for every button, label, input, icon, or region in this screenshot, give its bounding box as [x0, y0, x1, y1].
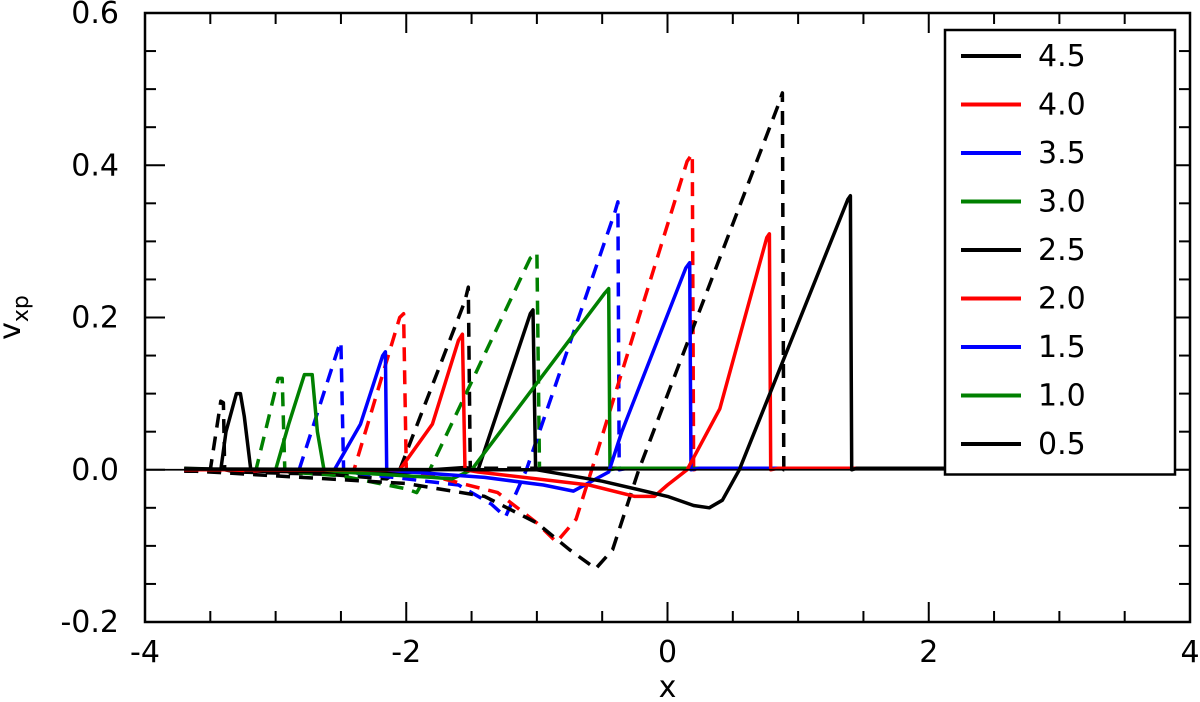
legend-label: 2.5 — [1038, 233, 1086, 268]
dashed-series-line-3 — [184, 152, 1151, 544]
dashed-series-line-0 — [184, 285, 1151, 481]
legend-entry: 4.0 — [961, 88, 1086, 123]
x-tick-label: 2 — [919, 635, 938, 670]
x-tick-label: -2 — [391, 635, 421, 670]
solid-series-line-8 — [184, 232, 1151, 499]
dashed-series-line-2 — [184, 200, 1151, 519]
solid-series-line-7 — [184, 260, 1151, 493]
legend: 4.5 4.0 3.5 3.0 2.5 2.0 1.5 1.0 0.5 — [943, 28, 1177, 476]
legend-entry: 4.5 — [961, 39, 1086, 74]
legend-label: 0.5 — [1038, 427, 1086, 462]
legend-entry: 0.5 — [961, 427, 1086, 462]
y-tick-label: 0.6 — [71, 0, 119, 31]
x-tick-label: -4 — [130, 635, 160, 670]
solid-series-line-6 — [184, 286, 1151, 481]
x-tick-label: 4 — [1180, 635, 1199, 670]
x-axis-label: x — [659, 670, 677, 702]
legend-label: 4.5 — [1038, 39, 1086, 74]
legend-label: 1.0 — [1038, 379, 1086, 414]
legend-entry: 2.0 — [961, 282, 1086, 317]
legend-entry: 2.5 — [961, 233, 1086, 268]
legend-label: 2.0 — [1038, 282, 1086, 317]
plot-frame — [143, 11, 1192, 624]
y-axis-label-main: v — [0, 322, 28, 340]
y-axis-label-subscript: xp — [9, 295, 34, 322]
y-tick-label: -0.2 — [60, 605, 119, 640]
y-axis-label: vxp — [0, 295, 34, 340]
legend-entry: 3.0 — [961, 185, 1086, 220]
legend-label: 3.5 — [1038, 136, 1086, 171]
legend-entry: 1.5 — [961, 330, 1086, 365]
legend-label: 3.0 — [1038, 185, 1086, 220]
x-tick-label: 0 — [658, 635, 677, 670]
legend-label: 4.0 — [1038, 88, 1086, 123]
legend-entry: 1.0 — [961, 379, 1086, 414]
y-tick-label: 0.2 — [71, 301, 119, 336]
y-tick-label: 0.0 — [71, 453, 119, 488]
legend-entry: 3.5 — [961, 136, 1086, 171]
y-tick-label: 0.4 — [71, 148, 119, 183]
legend-label: 1.5 — [1038, 330, 1086, 365]
tick-layer: -4 -2 0 2 4 -0.2 0.0 0.2 0.4 0.6 — [60, 0, 1199, 670]
